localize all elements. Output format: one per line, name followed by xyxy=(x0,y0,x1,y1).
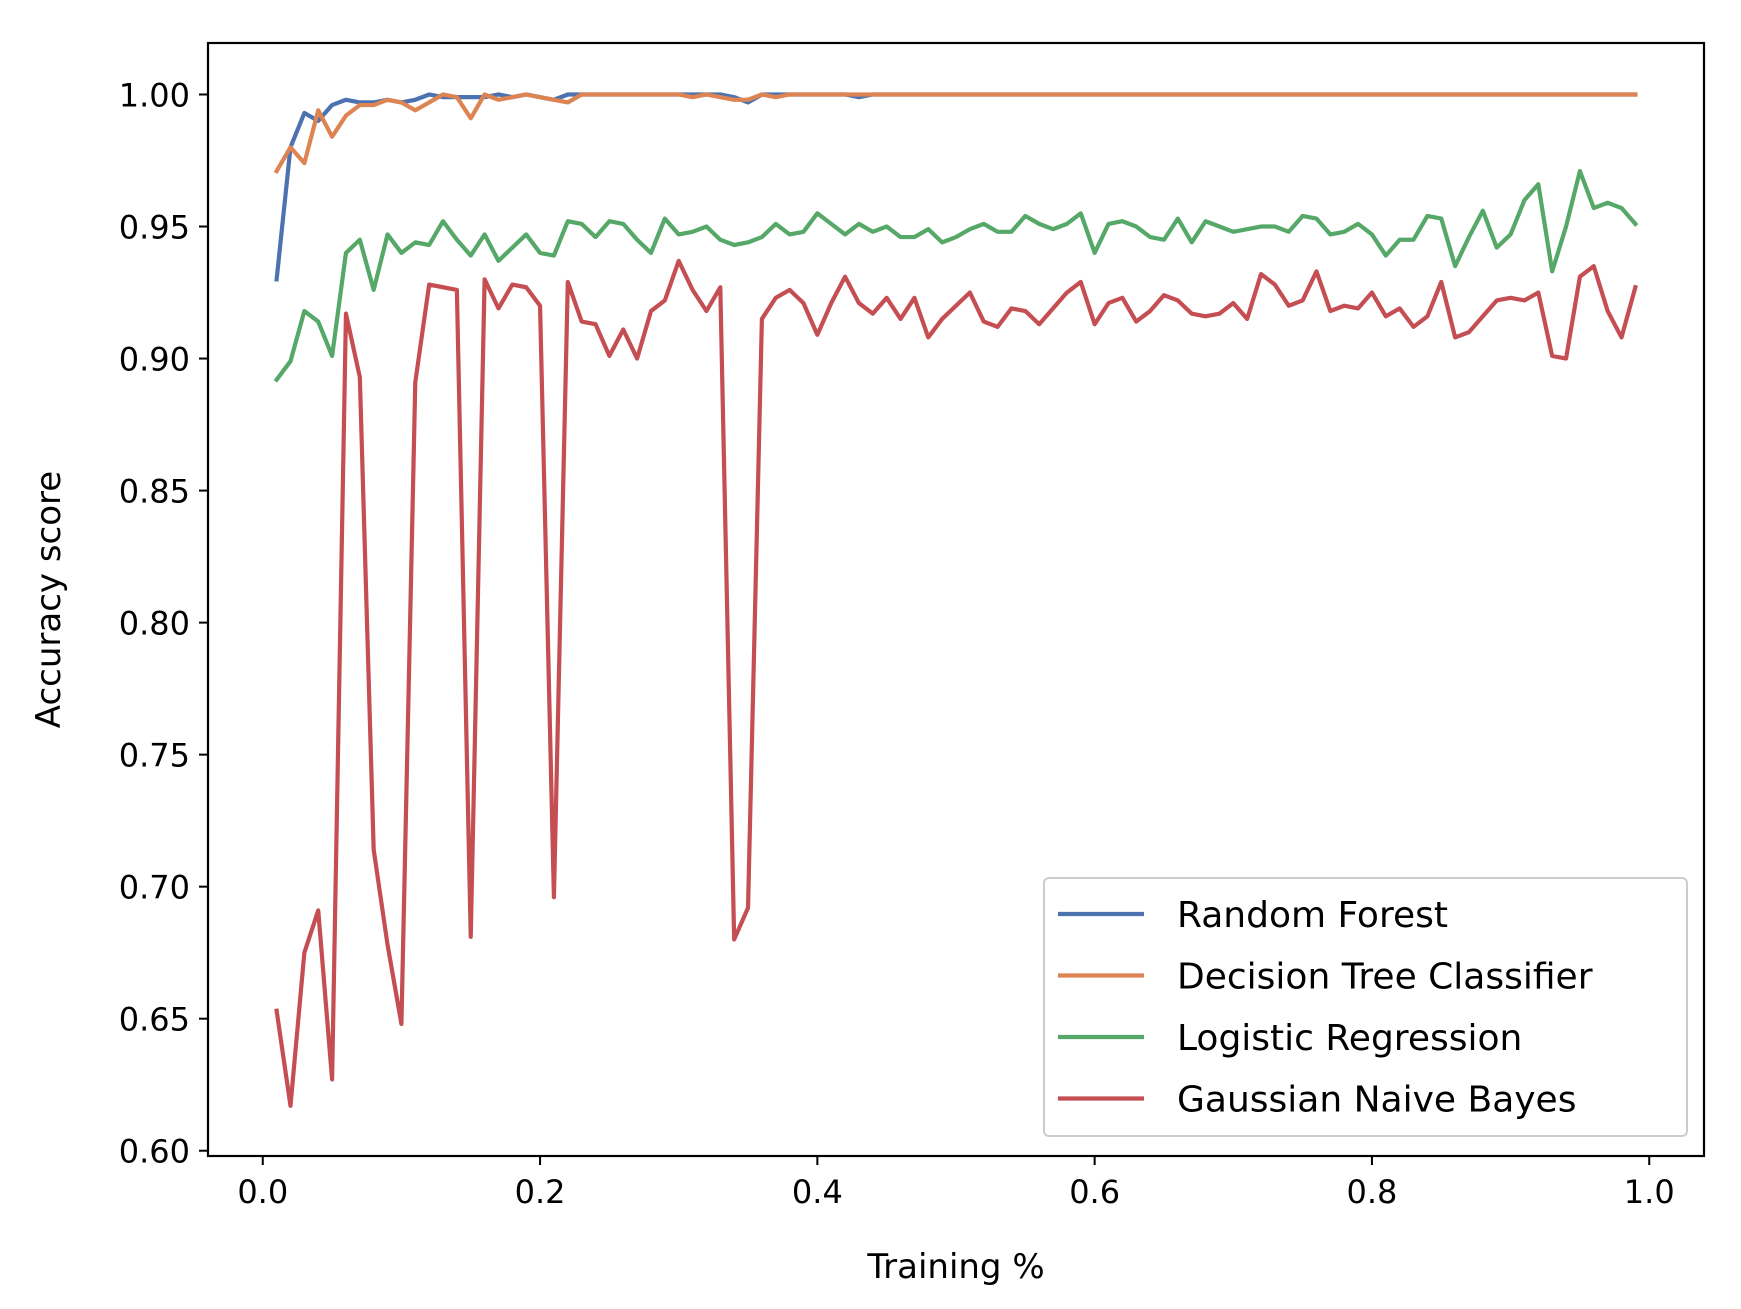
legend-entry-label: Gaussian Naive Bayes xyxy=(1177,1080,1576,1121)
y-tick-label: 0.85 xyxy=(119,473,190,511)
x-tick-label: 0.6 xyxy=(1069,1173,1120,1211)
x-tick-label: 0.4 xyxy=(792,1173,843,1211)
y-tick-label: 0.80 xyxy=(119,605,190,643)
x-tick-label: 0.8 xyxy=(1346,1173,1397,1211)
legend-entry-label: Random Forest xyxy=(1177,895,1448,936)
axes-frame xyxy=(206,41,1706,1158)
series-line-4 xyxy=(274,258,1638,1108)
series-line-2 xyxy=(273,92,1638,174)
y-tick-label: 0.60 xyxy=(119,1133,190,1171)
y-tick-label: 0.65 xyxy=(119,1001,190,1039)
axes-layer: 0.0 0.2 0.4 0.6 0.8 1.0 0.60 0.65 0.70 0.75 0.80 0.… xyxy=(119,41,1706,1211)
y-tick-label: 1.00 xyxy=(119,76,190,114)
legend: Random Forest Decision Tree Classifier Log… xyxy=(1043,877,1688,1137)
legend-entry-label: Logistic Regression xyxy=(1177,1018,1522,1059)
x-axis-label: Training % xyxy=(866,1247,1044,1287)
y-tick-label: 0.90 xyxy=(119,341,190,379)
legend-entry-label: Decision Tree Classifier xyxy=(1177,957,1593,998)
y-axis-label: Accuracy score xyxy=(29,471,69,728)
y-tick-label: 0.70 xyxy=(119,869,190,907)
series-layer xyxy=(273,92,1639,1108)
series-line-3 xyxy=(273,168,1639,383)
legend-frame xyxy=(1043,877,1688,1137)
y-tick-label: 0.95 xyxy=(119,209,190,247)
x-tick-label: 0.2 xyxy=(515,1173,566,1211)
x-tick-label: 1.0 xyxy=(1624,1173,1675,1211)
x-tick-label: 0.0 xyxy=(237,1173,288,1211)
y-tick-label: 0.75 xyxy=(119,737,190,775)
